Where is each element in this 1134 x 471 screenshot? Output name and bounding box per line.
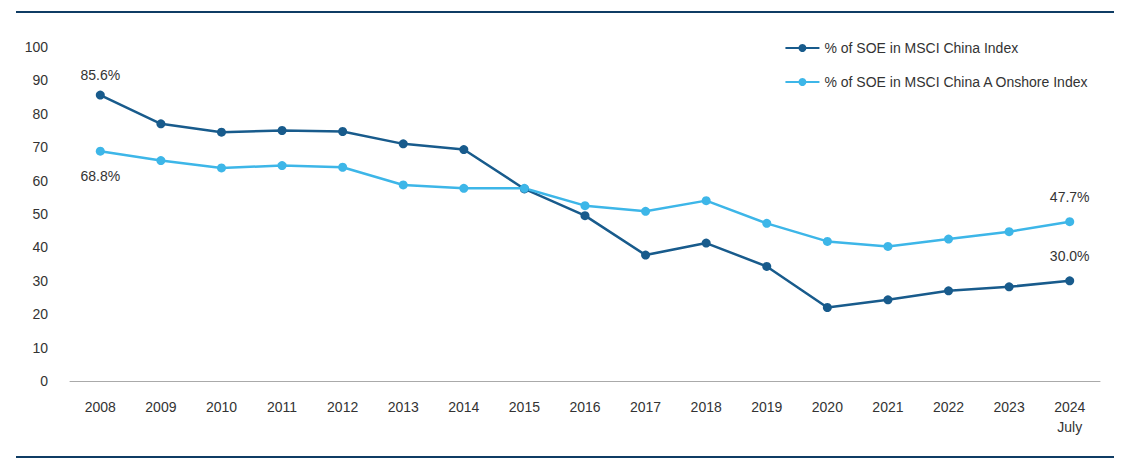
svg-text:50: 50 [32,206,48,222]
svg-text:2008: 2008 [85,399,116,415]
svg-text:2016: 2016 [569,399,600,415]
svg-text:July: July [1057,419,1082,435]
svg-text:60: 60 [32,173,48,189]
svg-text:100: 100 [25,39,49,55]
svg-text:40: 40 [32,239,48,255]
svg-text:30.0%: 30.0% [1050,248,1090,264]
svg-text:2014: 2014 [448,399,479,415]
svg-text:2019: 2019 [751,399,782,415]
svg-text:2024: 2024 [1054,399,1085,415]
svg-text:% of SOE in MSCI China A Onsho: % of SOE in MSCI China A Onshore Index [824,74,1087,90]
svg-text:0: 0 [40,373,48,389]
svg-text:2022: 2022 [933,399,964,415]
svg-text:2010: 2010 [206,399,237,415]
svg-text:2018: 2018 [691,399,722,415]
svg-text:85.6%: 85.6% [80,67,120,83]
svg-text:2015: 2015 [509,399,540,415]
svg-text:2013: 2013 [388,399,419,415]
svg-text:2009: 2009 [145,399,176,415]
svg-text:2011: 2011 [267,399,297,415]
svg-text:30: 30 [32,273,48,289]
svg-text:2021: 2021 [872,399,903,415]
svg-text:2020: 2020 [812,399,843,415]
svg-text:70: 70 [32,139,48,155]
svg-text:20: 20 [32,306,48,322]
svg-text:10: 10 [32,340,48,356]
svg-text:2012: 2012 [327,399,358,415]
svg-text:80: 80 [32,106,48,122]
svg-text:2023: 2023 [994,399,1025,415]
svg-text:68.8%: 68.8% [80,168,120,184]
svg-text:90: 90 [32,72,48,88]
svg-text:2017: 2017 [630,399,661,415]
svg-text:% of SOE in MSCI China Index: % of SOE in MSCI China Index [824,40,1018,56]
svg-text:47.7%: 47.7% [1050,189,1090,205]
